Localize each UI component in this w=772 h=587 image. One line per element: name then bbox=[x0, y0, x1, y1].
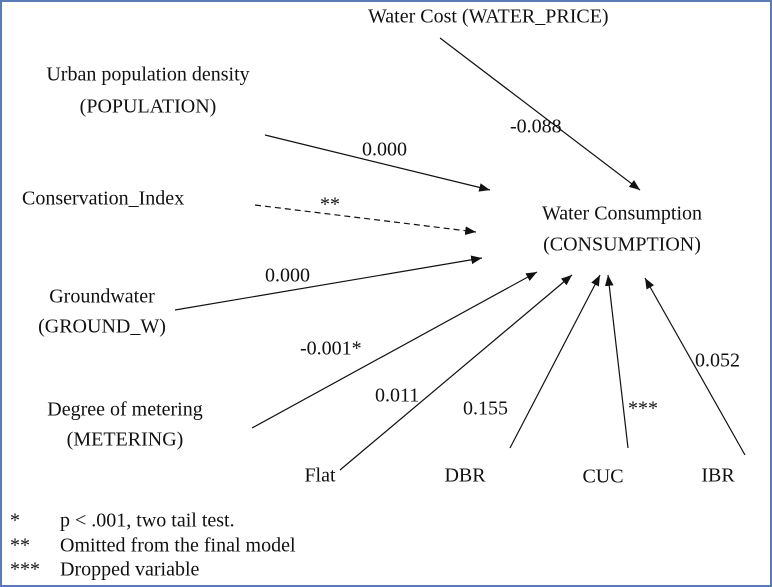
node-label: (METERING) bbox=[67, 429, 184, 451]
node-label: Water Consumption bbox=[542, 203, 702, 225]
edge-label: *** bbox=[628, 398, 658, 420]
arrow bbox=[644, 277, 746, 456]
arrow bbox=[174, 255, 483, 311]
edges: -0.088 0.000 ** 0.000 -0.001* 0.011 0.15… bbox=[174, 37, 746, 471]
node-label: DBR bbox=[444, 465, 486, 487]
edge-label: 0.052 bbox=[695, 350, 740, 372]
edge-label: 0.000 bbox=[362, 139, 407, 161]
arrow bbox=[251, 271, 538, 429]
arrow bbox=[509, 274, 601, 449]
node-label: IBR bbox=[701, 465, 735, 487]
footnote-text: Dropped variable bbox=[60, 559, 200, 581]
footnote-text: p < .001, two tail test. bbox=[60, 510, 235, 532]
arrow bbox=[604, 274, 629, 449]
node-label: Water Cost (WATER_PRICE) bbox=[368, 6, 609, 28]
edge-label: ** bbox=[320, 194, 340, 216]
edge-label: -0.088 bbox=[510, 116, 562, 138]
node-label: Conservation_Index bbox=[22, 188, 184, 210]
node-label: Flat bbox=[304, 465, 336, 487]
arrow bbox=[439, 37, 641, 191]
edge-label: 0.000 bbox=[265, 265, 310, 287]
footnote-symbol: * bbox=[10, 510, 20, 532]
node-label: (POPULATION) bbox=[80, 96, 217, 118]
footnotes: * p < .001, two tail test. ** Omitted fr… bbox=[10, 510, 296, 581]
arrow bbox=[254, 204, 477, 235]
footnote-text: Omitted from the final model bbox=[60, 535, 296, 557]
nodes: Water Cost (WATER_PRICE) Urban populatio… bbox=[22, 6, 735, 488]
edge-label: 0.011 bbox=[375, 385, 419, 407]
arrow bbox=[264, 134, 491, 192]
node-label: CUC bbox=[582, 466, 623, 488]
node-label: (GROUND_W) bbox=[38, 316, 166, 338]
edge-label: 0.155 bbox=[463, 398, 508, 420]
node-label: Groundwater bbox=[49, 286, 155, 308]
node-label: Degree of metering bbox=[47, 399, 202, 421]
node-label: Urban population density bbox=[46, 64, 249, 86]
node-label: (CONSUMPTION) bbox=[543, 234, 701, 256]
edge-label: -0.001* bbox=[300, 338, 362, 360]
footnote-symbol: *** bbox=[10, 559, 40, 581]
footnote-symbol: ** bbox=[10, 535, 30, 557]
arrow bbox=[339, 274, 573, 471]
